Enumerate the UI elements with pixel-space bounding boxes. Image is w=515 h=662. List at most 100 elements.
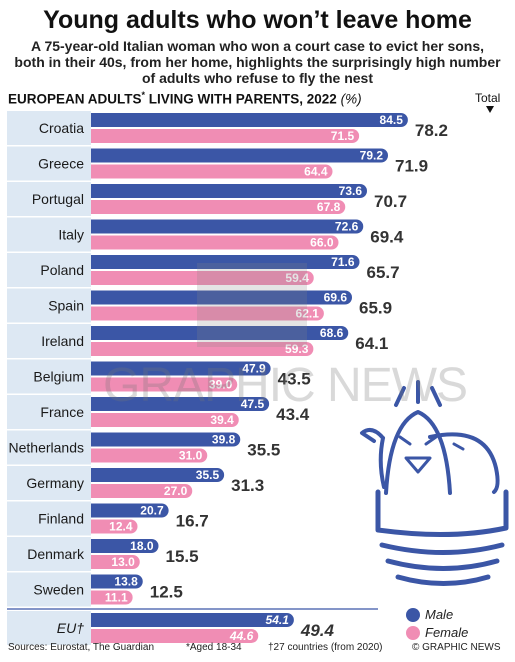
female-value-label: 66.0 [310,236,334,250]
row-band [7,253,91,287]
female-bar [91,271,314,285]
male-value-label: 18.0 [130,539,154,553]
row-band [7,288,91,323]
row-band [7,324,91,358]
country-label: Belgium [33,369,84,385]
total-value-label: 12.5 [150,583,183,602]
total-value-label: 16.7 [176,512,209,531]
legend-male-swatch [406,608,420,622]
row-band [7,146,91,181]
female-bar [91,413,239,427]
male-bar [91,255,360,269]
male-value-label: 68.6 [320,326,344,340]
female-bar [91,629,259,643]
female-bar [91,306,324,321]
labels: Croatia 84.5 71.5 78.2 Greece 79.2 64.4 71.9 Por… [9,113,448,643]
female-value-label: 71.5 [331,129,355,143]
country-label: Netherlands [9,440,85,456]
female-value-label: 31.0 [179,449,203,463]
country-label: Ireland [41,333,84,349]
country-label: Spain [48,298,84,314]
chart-heading-main: EUROPEAN ADULTS [8,91,142,107]
three-birds-icon [360,380,509,586]
male-bar [91,468,225,482]
male-bar [91,397,270,411]
male-bar [91,290,353,305]
country-label: France [40,404,84,420]
total-value-label: 43.4 [276,405,310,424]
male-value-label: 35.5 [196,468,220,482]
female-value-label: 62.1 [296,307,320,321]
female-value-label: 59.4 [285,271,309,285]
page-subtitle: A 75-year-old Italian woman who won a co… [14,38,501,86]
male-bar [91,219,364,234]
total-value-label: 70.7 [374,192,407,211]
female-value-label: 64.4 [304,165,328,179]
row-band [7,359,91,394]
male-value-label: 84.5 [380,113,404,127]
female-bar [91,129,360,143]
country-label: Germany [26,475,84,491]
row-bands [7,111,378,645]
male-bar [91,113,408,127]
male-value-label: 39.8 [212,433,236,447]
male-value-label: 47.9 [242,362,266,376]
chart-heading-unit: (%) [340,91,362,107]
female-value-label: 39.4 [210,413,234,427]
credit: © GRAPHIC NEWS [412,642,501,653]
bars [91,113,408,643]
female-bar [91,235,339,250]
country-label: Croatia [39,120,84,136]
total-value-label: 49.4 [300,621,335,640]
country-label: Denmark [27,546,85,562]
row-band [7,182,91,216]
chart-heading-mark: * [141,90,146,100]
chart-heading: EUROPEAN ADULTS* LIVING WITH PARENTS, 20… [8,90,362,107]
row-band [7,466,91,500]
male-bar [91,574,143,589]
country-label: Sweden [33,582,84,598]
male-bar [91,503,169,518]
female-value-label: 59.3 [285,342,309,356]
row-band [7,430,91,465]
row-band [7,217,91,252]
female-bar [91,484,193,498]
sources-note: Sources: Eurostat, The Guardian [8,642,155,653]
row-band [7,111,91,145]
female-bar [91,164,333,179]
male-bar [91,361,271,376]
male-value-label: 20.7 [140,504,164,518]
male-value-label: 73.6 [339,184,363,198]
country-label: EU† [57,620,84,636]
total-value-label: 43.5 [278,370,311,389]
male-bar [91,539,159,553]
female-bar [91,590,133,605]
country-label: Finland [38,511,84,527]
legend-female-label: Female [425,625,469,640]
total-value-label: 71.9 [395,157,428,176]
watermark-logo [197,263,307,347]
female-value-label: 13.0 [111,555,135,569]
female-value-label: 27.0 [164,484,188,498]
total-value-label: 31.3 [231,476,264,495]
male-bar [91,184,367,198]
male-bar [91,432,241,447]
female-bar [91,377,238,392]
row-band [7,611,91,645]
age-note: *Aged 18-34 [186,642,242,653]
legend-male-label: Male [425,607,454,622]
male-bar [91,613,294,627]
total-value-label: 69.4 [370,228,404,247]
country-label: Portugal [32,191,84,207]
row-band [7,395,91,429]
female-bar [91,200,346,214]
female-bar [91,519,138,534]
row-band [7,572,91,607]
total-arrow-icon [486,106,494,113]
total-column-label: Total [475,91,501,105]
chart-heading-rest: LIVING WITH PARENTS, 2022 [145,91,341,107]
legend-female-swatch [406,626,420,640]
row-band [7,501,91,536]
